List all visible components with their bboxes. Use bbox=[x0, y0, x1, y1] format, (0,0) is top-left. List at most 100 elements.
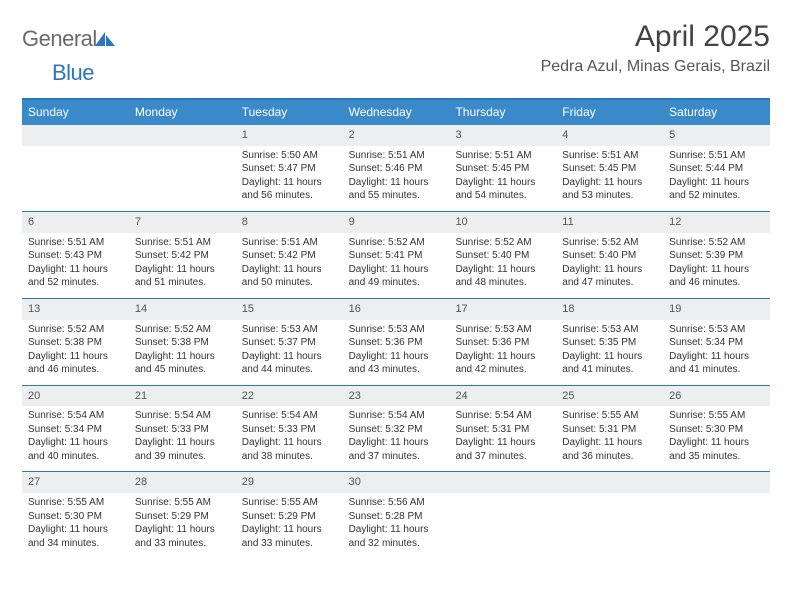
sunrise-line: Sunrise: 5:51 AM bbox=[135, 236, 230, 250]
daylight-line: Daylight: 11 hours and 46 minutes. bbox=[28, 350, 123, 377]
date-number: 9 bbox=[343, 212, 450, 233]
sunset-line: Sunset: 5:33 PM bbox=[135, 423, 230, 437]
sunset-line: Sunset: 5:31 PM bbox=[455, 423, 550, 437]
date-number: 14 bbox=[129, 299, 236, 320]
cell-body: Sunrise: 5:51 AMSunset: 5:42 PMDaylight:… bbox=[129, 233, 236, 298]
sunrise-line: Sunrise: 5:55 AM bbox=[562, 409, 657, 423]
cell-body: Sunrise: 5:53 AMSunset: 5:35 PMDaylight:… bbox=[556, 320, 663, 385]
calendar-week: 13Sunrise: 5:52 AMSunset: 5:38 PMDayligh… bbox=[22, 299, 770, 385]
weekday-header: Sunday bbox=[22, 100, 129, 125]
sunset-line: Sunset: 5:40 PM bbox=[455, 249, 550, 263]
calendar-cell: 24Sunrise: 5:54 AMSunset: 5:31 PMDayligh… bbox=[449, 386, 556, 472]
cell-body bbox=[556, 493, 663, 555]
sunset-line: Sunset: 5:38 PM bbox=[28, 336, 123, 350]
calendar-cell bbox=[449, 472, 556, 558]
calendar-week: 6Sunrise: 5:51 AMSunset: 5:43 PMDaylight… bbox=[22, 212, 770, 298]
daylight-line: Daylight: 11 hours and 41 minutes. bbox=[669, 350, 764, 377]
cell-body: Sunrise: 5:53 AMSunset: 5:37 PMDaylight:… bbox=[236, 320, 343, 385]
calendar-cell: 26Sunrise: 5:55 AMSunset: 5:30 PMDayligh… bbox=[663, 386, 770, 472]
sunrise-line: Sunrise: 5:55 AM bbox=[28, 496, 123, 510]
calendar-week: 27Sunrise: 5:55 AMSunset: 5:30 PMDayligh… bbox=[22, 472, 770, 558]
cell-body: Sunrise: 5:53 AMSunset: 5:34 PMDaylight:… bbox=[663, 320, 770, 385]
sunset-line: Sunset: 5:39 PM bbox=[669, 249, 764, 263]
sunrise-line: Sunrise: 5:52 AM bbox=[562, 236, 657, 250]
calendar-cell: 3Sunrise: 5:51 AMSunset: 5:45 PMDaylight… bbox=[449, 125, 556, 211]
daylight-line: Daylight: 11 hours and 48 minutes. bbox=[455, 263, 550, 290]
sunset-line: Sunset: 5:32 PM bbox=[349, 423, 444, 437]
daylight-line: Daylight: 11 hours and 35 minutes. bbox=[669, 436, 764, 463]
calendar-cell: 2Sunrise: 5:51 AMSunset: 5:46 PMDaylight… bbox=[343, 125, 450, 211]
daylight-line: Daylight: 11 hours and 33 minutes. bbox=[135, 523, 230, 550]
cell-body: Sunrise: 5:52 AMSunset: 5:39 PMDaylight:… bbox=[663, 233, 770, 298]
sunrise-line: Sunrise: 5:51 AM bbox=[242, 236, 337, 250]
date-number: 8 bbox=[236, 212, 343, 233]
cell-body: Sunrise: 5:52 AMSunset: 5:41 PMDaylight:… bbox=[343, 233, 450, 298]
cell-body: Sunrise: 5:51 AMSunset: 5:44 PMDaylight:… bbox=[663, 146, 770, 211]
date-number: 22 bbox=[236, 386, 343, 407]
sunrise-line: Sunrise: 5:54 AM bbox=[135, 409, 230, 423]
date-number bbox=[449, 472, 556, 493]
date-number: 16 bbox=[343, 299, 450, 320]
sunrise-line: Sunrise: 5:52 AM bbox=[28, 323, 123, 337]
sunset-line: Sunset: 5:34 PM bbox=[28, 423, 123, 437]
date-number: 10 bbox=[449, 212, 556, 233]
sunrise-line: Sunrise: 5:54 AM bbox=[349, 409, 444, 423]
daylight-line: Daylight: 11 hours and 43 minutes. bbox=[349, 350, 444, 377]
sunset-line: Sunset: 5:31 PM bbox=[562, 423, 657, 437]
date-number: 7 bbox=[129, 212, 236, 233]
calendar-cell: 5Sunrise: 5:51 AMSunset: 5:44 PMDaylight… bbox=[663, 125, 770, 211]
sunset-line: Sunset: 5:41 PM bbox=[349, 249, 444, 263]
sunset-line: Sunset: 5:33 PM bbox=[242, 423, 337, 437]
calendar-cell: 14Sunrise: 5:52 AMSunset: 5:38 PMDayligh… bbox=[129, 299, 236, 385]
date-number: 2 bbox=[343, 125, 450, 146]
sunset-line: Sunset: 5:29 PM bbox=[242, 510, 337, 524]
weekday-header: Monday bbox=[129, 100, 236, 125]
sunset-line: Sunset: 5:34 PM bbox=[669, 336, 764, 350]
calendar-cell bbox=[129, 125, 236, 211]
cell-body bbox=[22, 146, 129, 208]
date-number bbox=[556, 472, 663, 493]
date-number: 26 bbox=[663, 386, 770, 407]
header: GeneralBlue April 2025 Pedra Azul, Minas… bbox=[22, 20, 770, 86]
date-number: 28 bbox=[129, 472, 236, 493]
date-number: 5 bbox=[663, 125, 770, 146]
cell-body: Sunrise: 5:50 AMSunset: 5:47 PMDaylight:… bbox=[236, 146, 343, 211]
calendar-cell: 10Sunrise: 5:52 AMSunset: 5:40 PMDayligh… bbox=[449, 212, 556, 298]
sunset-line: Sunset: 5:45 PM bbox=[562, 162, 657, 176]
calendar-cell: 6Sunrise: 5:51 AMSunset: 5:43 PMDaylight… bbox=[22, 212, 129, 298]
page-title: April 2025 bbox=[541, 20, 770, 54]
brand-name-gray: General bbox=[22, 26, 97, 51]
calendar-cell: 11Sunrise: 5:52 AMSunset: 5:40 PMDayligh… bbox=[556, 212, 663, 298]
weekday-header: Tuesday bbox=[236, 100, 343, 125]
cell-body: Sunrise: 5:54 AMSunset: 5:33 PMDaylight:… bbox=[129, 406, 236, 471]
weekday-header: Wednesday bbox=[343, 100, 450, 125]
weekday-header: Thursday bbox=[449, 100, 556, 125]
cell-body bbox=[129, 146, 236, 208]
brand-name-blue: Blue bbox=[52, 60, 94, 85]
brand-sail-icon bbox=[95, 26, 115, 52]
date-number: 23 bbox=[343, 386, 450, 407]
cell-body: Sunrise: 5:55 AMSunset: 5:31 PMDaylight:… bbox=[556, 406, 663, 471]
daylight-line: Daylight: 11 hours and 52 minutes. bbox=[28, 263, 123, 290]
daylight-line: Daylight: 11 hours and 51 minutes. bbox=[135, 263, 230, 290]
weekday-header-row: SundayMondayTuesdayWednesdayThursdayFrid… bbox=[22, 100, 770, 125]
sunrise-line: Sunrise: 5:50 AM bbox=[242, 149, 337, 163]
sunrise-line: Sunrise: 5:53 AM bbox=[669, 323, 764, 337]
daylight-line: Daylight: 11 hours and 32 minutes. bbox=[349, 523, 444, 550]
daylight-line: Daylight: 11 hours and 55 minutes. bbox=[349, 176, 444, 203]
calendar-cell: 7Sunrise: 5:51 AMSunset: 5:42 PMDaylight… bbox=[129, 212, 236, 298]
cell-body: Sunrise: 5:56 AMSunset: 5:28 PMDaylight:… bbox=[343, 493, 450, 558]
cell-body: Sunrise: 5:54 AMSunset: 5:34 PMDaylight:… bbox=[22, 406, 129, 471]
date-number: 24 bbox=[449, 386, 556, 407]
date-number: 13 bbox=[22, 299, 129, 320]
cell-body: Sunrise: 5:55 AMSunset: 5:30 PMDaylight:… bbox=[22, 493, 129, 558]
sunrise-line: Sunrise: 5:55 AM bbox=[242, 496, 337, 510]
sunset-line: Sunset: 5:35 PM bbox=[562, 336, 657, 350]
daylight-line: Daylight: 11 hours and 45 minutes. bbox=[135, 350, 230, 377]
daylight-line: Daylight: 11 hours and 41 minutes. bbox=[562, 350, 657, 377]
calendar-body: 1Sunrise: 5:50 AMSunset: 5:47 PMDaylight… bbox=[22, 125, 770, 558]
date-number: 4 bbox=[556, 125, 663, 146]
daylight-line: Daylight: 11 hours and 42 minutes. bbox=[455, 350, 550, 377]
sunrise-line: Sunrise: 5:51 AM bbox=[455, 149, 550, 163]
sunrise-line: Sunrise: 5:55 AM bbox=[669, 409, 764, 423]
